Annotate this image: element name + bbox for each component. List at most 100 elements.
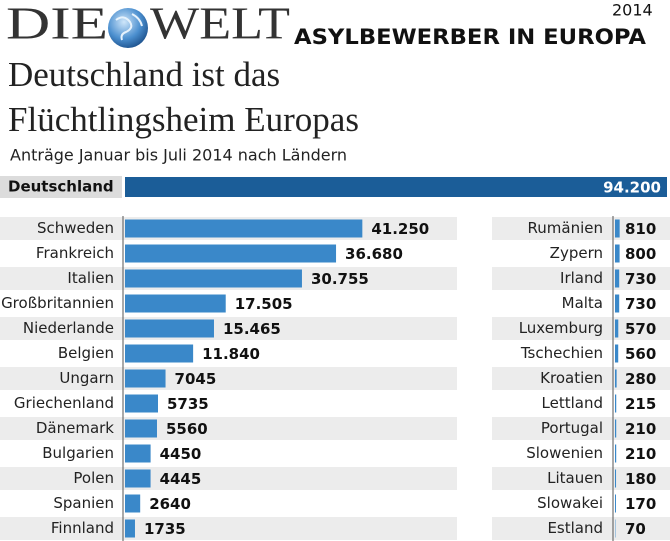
row-band [0,367,457,390]
bar [615,244,620,263]
category-label: Griechenland [14,394,114,412]
value-label: 1735 [144,520,186,538]
value-label: 570 [625,320,656,338]
value-label: 210 [625,445,656,463]
row-band [492,417,670,440]
category-label: Estland [547,519,603,537]
bar [615,344,619,363]
category-label: Slowakei [537,494,603,512]
bar [125,244,337,263]
bar [615,419,617,438]
bar [125,294,226,313]
bar [615,469,617,488]
category-label: Slowenien [526,444,603,462]
value-label: 170 [625,495,656,513]
value-label: 36.680 [345,245,403,263]
bar [615,219,620,238]
bar [615,269,620,288]
row-band [0,417,457,440]
category-label: Schweden [37,219,114,237]
chart-title: Deutschland ist das Flüchtlingsheim Euro… [8,55,359,139]
category-label: Litauen [547,469,603,487]
category-label: Bulgarien [42,444,114,462]
value-label: 2640 [149,495,191,513]
bar [125,469,151,488]
value-label: 730 [625,270,656,288]
category-label: Lettland [542,394,603,412]
bar [125,419,157,438]
value-label: 4450 [160,445,202,463]
value-label: 4445 [160,470,202,488]
value-label: 7045 [175,370,217,388]
bar [615,294,620,313]
highlight-label: Deutschland [8,178,114,196]
row-band [492,317,670,340]
category-label: Spanien [53,494,114,512]
category-label: Belgien [58,344,114,362]
row-band [0,467,457,490]
bar [615,494,616,513]
bar [615,319,619,338]
bar [125,394,158,413]
bar [615,369,617,388]
subtitle: Anträge Januar bis Juli 2014 nach Länder… [10,146,347,165]
value-label: 210 [625,420,656,438]
row-band [0,317,457,340]
category-label: Dänemark [36,419,114,437]
brand-left: DIE [6,0,108,49]
value-label: 800 [625,245,656,263]
value-label: 41.250 [371,220,429,238]
value-label: 15.465 [223,320,281,338]
category-label: Ungarn [59,369,114,387]
category-label: Zypern [550,244,603,262]
category-label: Malta [562,294,603,312]
category-label: Italien [67,269,114,287]
category-label: Kroatien [540,369,603,387]
category-label: Irland [560,269,603,287]
globe-continents [115,13,143,41]
value-label: 70 [625,520,646,538]
value-label: 5735 [167,395,209,413]
value-label: 180 [625,470,656,488]
category-label: Tschechien [520,344,603,362]
category-label: Niederlande [23,319,114,337]
row-band [0,517,457,540]
category-label: Polen [73,469,114,487]
highlight-label-bg [0,176,122,198]
highlight-value-label: 94.200 [603,179,661,197]
value-label: 17.505 [235,295,293,313]
row-band [492,517,670,540]
row-band [492,467,670,490]
value-label: 30.755 [311,270,369,288]
value-label: 560 [625,345,656,363]
bar [125,219,363,238]
value-label: 280 [625,370,656,388]
value-label: 810 [625,220,656,238]
category-label: Frankreich [36,244,114,262]
row-band [492,367,670,390]
value-label: 5560 [166,420,208,438]
bar [615,394,617,413]
brand-right: WELT [150,0,290,49]
bar [125,344,194,363]
row-band [492,217,670,240]
kicker: ASYLBEWERBER IN EUROPA [294,25,647,49]
category-label: Luxemburg [519,319,603,337]
category-label: Großbritannien [1,294,114,312]
category-label: Rumänien [528,219,603,237]
value-label: 11.840 [202,345,260,363]
bar [125,519,135,538]
bar [125,319,214,338]
value-label: 730 [625,295,656,313]
category-label: Finnland [51,519,114,537]
category-label: Portugal [541,419,603,437]
bar [125,444,151,463]
bar [615,444,617,463]
bar [125,269,302,288]
value-label: 215 [625,395,656,413]
highlight-bar [125,177,667,197]
bar [125,494,141,513]
bar [125,369,166,388]
